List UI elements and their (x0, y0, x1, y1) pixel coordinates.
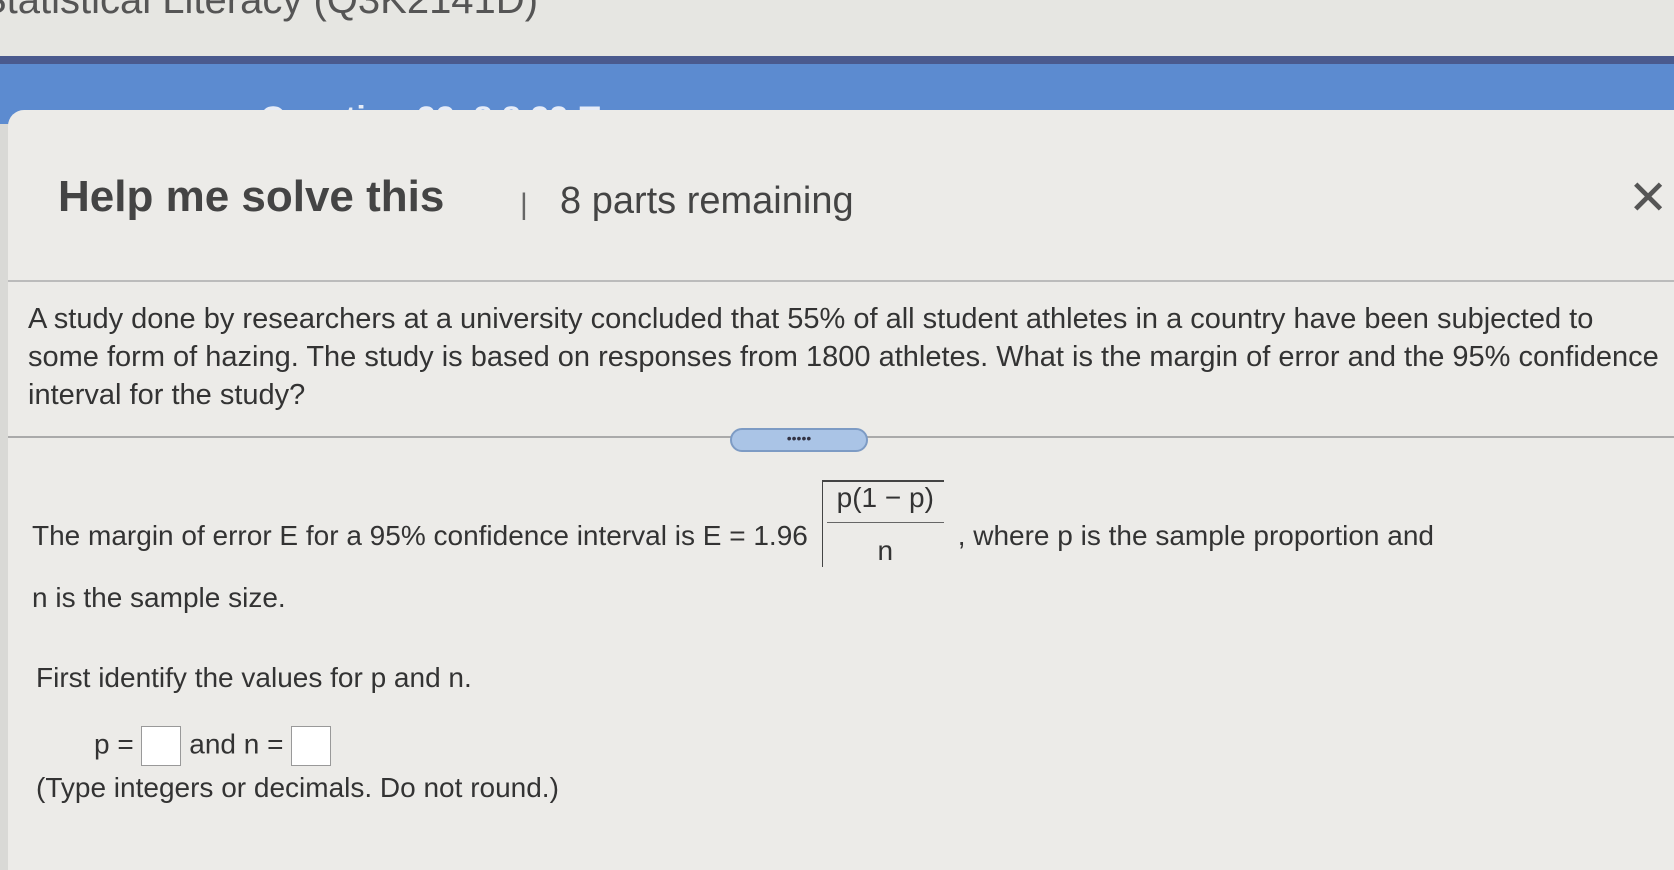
top-bar: Statistical Literacy (Q3K2141D) (0, 0, 1674, 56)
divider (8, 280, 1674, 282)
question-text: A study done by researchers at a univers… (28, 303, 1659, 411)
n-input[interactable] (291, 726, 332, 766)
hint: (Type integers or decimals. Do not round… (36, 772, 559, 803)
title-separator: | (520, 188, 528, 221)
breadcrumb: Statistical Literacy (Q3K2141D) (0, 0, 539, 22)
dialog-title: Help me solve this (58, 172, 445, 221)
p-hat-label: p = (94, 728, 134, 760)
formula-intro: The margin of error E for a 95% confiden… (32, 519, 808, 551)
instruction: First identify the values for p and n. (36, 662, 472, 693)
p-hat-input[interactable] (141, 726, 182, 766)
parts-remaining: 8 parts remaining (560, 180, 854, 222)
formula-line2: n is the sample size. (32, 582, 286, 613)
formula-numerator: p(1 − p) (826, 482, 944, 523)
answer-row: p = and n = (94, 726, 332, 766)
divider (0, 56, 1674, 64)
resize-handle[interactable]: ••••• (730, 428, 868, 452)
help-me-solve-dialog: Help me solve this | 8 parts remaining ✕… (8, 110, 1674, 870)
close-icon[interactable]: ✕ (1628, 172, 1669, 225)
formula-line: The margin of error E for a 95% confiden… (32, 480, 1434, 581)
n-label: and n = (189, 728, 284, 760)
formula-after: , where p is the sample proportion and (957, 519, 1434, 551)
sqrt-fraction: p(1 − p) n (821, 480, 944, 567)
formula-denominator: n (877, 535, 894, 566)
